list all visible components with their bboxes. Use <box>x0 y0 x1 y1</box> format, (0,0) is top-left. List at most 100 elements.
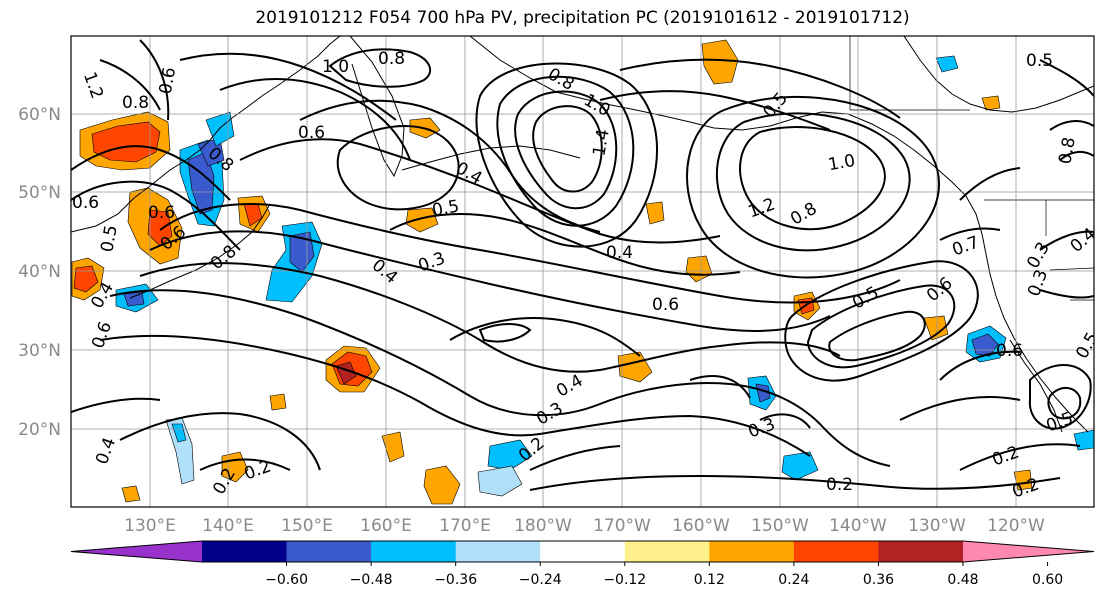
lat-label: 20°N <box>18 420 61 440</box>
pv-contour <box>599 90 831 131</box>
precip-blob <box>405 207 439 233</box>
lat-label: 30°N <box>18 341 61 361</box>
pv-contour <box>686 95 940 279</box>
lat-label: 50°N <box>18 183 61 203</box>
pv-contour <box>784 260 979 382</box>
pv-contour <box>159 203 901 304</box>
pv-contour <box>529 474 1061 491</box>
pv-contour <box>1047 387 1082 420</box>
lon-label: 150°W <box>751 516 809 536</box>
lon-label: 170°W <box>593 516 651 536</box>
pv-contour <box>1039 230 1094 251</box>
precip-blob <box>381 431 405 463</box>
pv-contour <box>619 58 901 119</box>
pv-contour <box>71 145 231 201</box>
contour-label: 0.6 <box>148 203 175 223</box>
contour-label: 0.6 <box>652 295 679 315</box>
lon-label: 160°W <box>672 516 730 536</box>
precip-blob <box>121 485 141 503</box>
lon-label: 140°W <box>829 516 887 536</box>
colorbar-bin <box>624 541 710 562</box>
pv-contour <box>739 126 886 231</box>
precip-blob <box>123 291 145 307</box>
contour-label: 1.4 <box>589 128 613 158</box>
pv-contour <box>336 125 460 211</box>
lon-label: 130°W <box>908 516 966 536</box>
pv-contour <box>478 323 532 343</box>
latitude-labels: 60°N 50°N 40°N 30°N 20°N <box>18 105 61 440</box>
pv-contour <box>1059 150 1094 161</box>
colorbar-bin <box>878 541 964 562</box>
contour-label: 0.8 <box>1055 136 1079 166</box>
contour-label: 0.5 <box>431 197 461 221</box>
precip-blob <box>701 39 739 85</box>
pv-contours <box>71 39 1094 491</box>
colorbar-bin <box>286 541 372 562</box>
coastline-alaska <box>469 36 1089 433</box>
lon-label: 130°E <box>124 516 176 536</box>
contour-label: 0.8 <box>122 93 149 113</box>
lon-label: 170°E <box>439 516 491 536</box>
pv-contour <box>939 350 1021 381</box>
colorbar-tick-label: −0.36 <box>434 572 477 588</box>
precip-blob <box>981 95 1001 111</box>
pv-contour <box>99 59 161 111</box>
pv-contour <box>939 227 1001 241</box>
pv-contour <box>1039 59 1094 97</box>
colorbar-tick-label: 0.48 <box>947 572 978 588</box>
contour-label: 0.4 <box>606 243 633 263</box>
map-panel: 1.2 0.6 1.0 0.8 0.8 1.0 0.5 0.8 0.5 0.8 … <box>71 36 1094 507</box>
coastline-canada-islands <box>903 36 1094 113</box>
contour-label: 0.5 <box>97 224 121 254</box>
contour-label: 0.6 <box>298 123 325 143</box>
precip-blob <box>487 439 533 471</box>
pv-contour <box>239 138 721 244</box>
lon-label: 120°W <box>987 516 1045 536</box>
pv-contour <box>109 289 891 467</box>
lon-label: 180°W <box>514 516 572 536</box>
coastline-kamchatka <box>349 36 405 178</box>
pv-contour <box>759 413 811 429</box>
colorbar-bin <box>709 541 795 562</box>
contour-label: 0.6 <box>996 341 1023 361</box>
colorbar-bin <box>540 541 626 562</box>
colorbar-tick-label: −0.12 <box>603 572 646 588</box>
colorbar-tick-label: 0.60 <box>1032 572 1063 588</box>
precipitation-shading <box>71 39 1094 505</box>
pv-contour <box>179 52 397 121</box>
pv-contour <box>529 445 621 471</box>
colorbar-tick-label: 0.36 <box>863 572 894 588</box>
precip-blob <box>477 465 523 497</box>
colorbar-bin <box>455 541 541 562</box>
precip-blob <box>423 465 461 505</box>
pv-contour <box>689 375 751 399</box>
colorbar-bin <box>371 541 457 562</box>
lon-label: 150°E <box>281 516 333 536</box>
colorbar-tick-label: −0.60 <box>265 572 308 588</box>
colorbar-extend-max <box>963 541 1094 562</box>
pv-contour <box>959 443 1081 471</box>
precip-blob <box>645 201 665 225</box>
precip-blob <box>935 55 959 73</box>
pv-contour <box>715 112 911 252</box>
border-line <box>1049 267 1094 271</box>
precip-blob <box>147 209 173 247</box>
colorbar-outline <box>70 540 1095 563</box>
colorbar: −0.60 −0.48 −0.36 −0.24 −0.12 0.12 0.24 0.36 0.4… <box>70 540 1095 588</box>
map-frame <box>70 35 1095 508</box>
pv-contour <box>199 458 291 471</box>
lat-label: 60°N <box>18 105 61 125</box>
pv-contour <box>139 39 170 121</box>
precip-blob <box>171 423 187 443</box>
lon-label: 140°E <box>202 516 254 536</box>
lat-label: 40°N <box>18 262 61 282</box>
lon-label: 160°E <box>360 516 412 536</box>
pv-contour <box>71 180 241 251</box>
contour-label: 0.2 <box>826 475 853 495</box>
pv-contour <box>149 230 831 332</box>
pv-contour <box>71 397 161 413</box>
longitude-labels: 130°E 140°E 150°E 160°E 170°E 180°W 170°… <box>124 516 1045 536</box>
pv-contour <box>328 48 432 88</box>
precip-blob <box>269 393 287 411</box>
